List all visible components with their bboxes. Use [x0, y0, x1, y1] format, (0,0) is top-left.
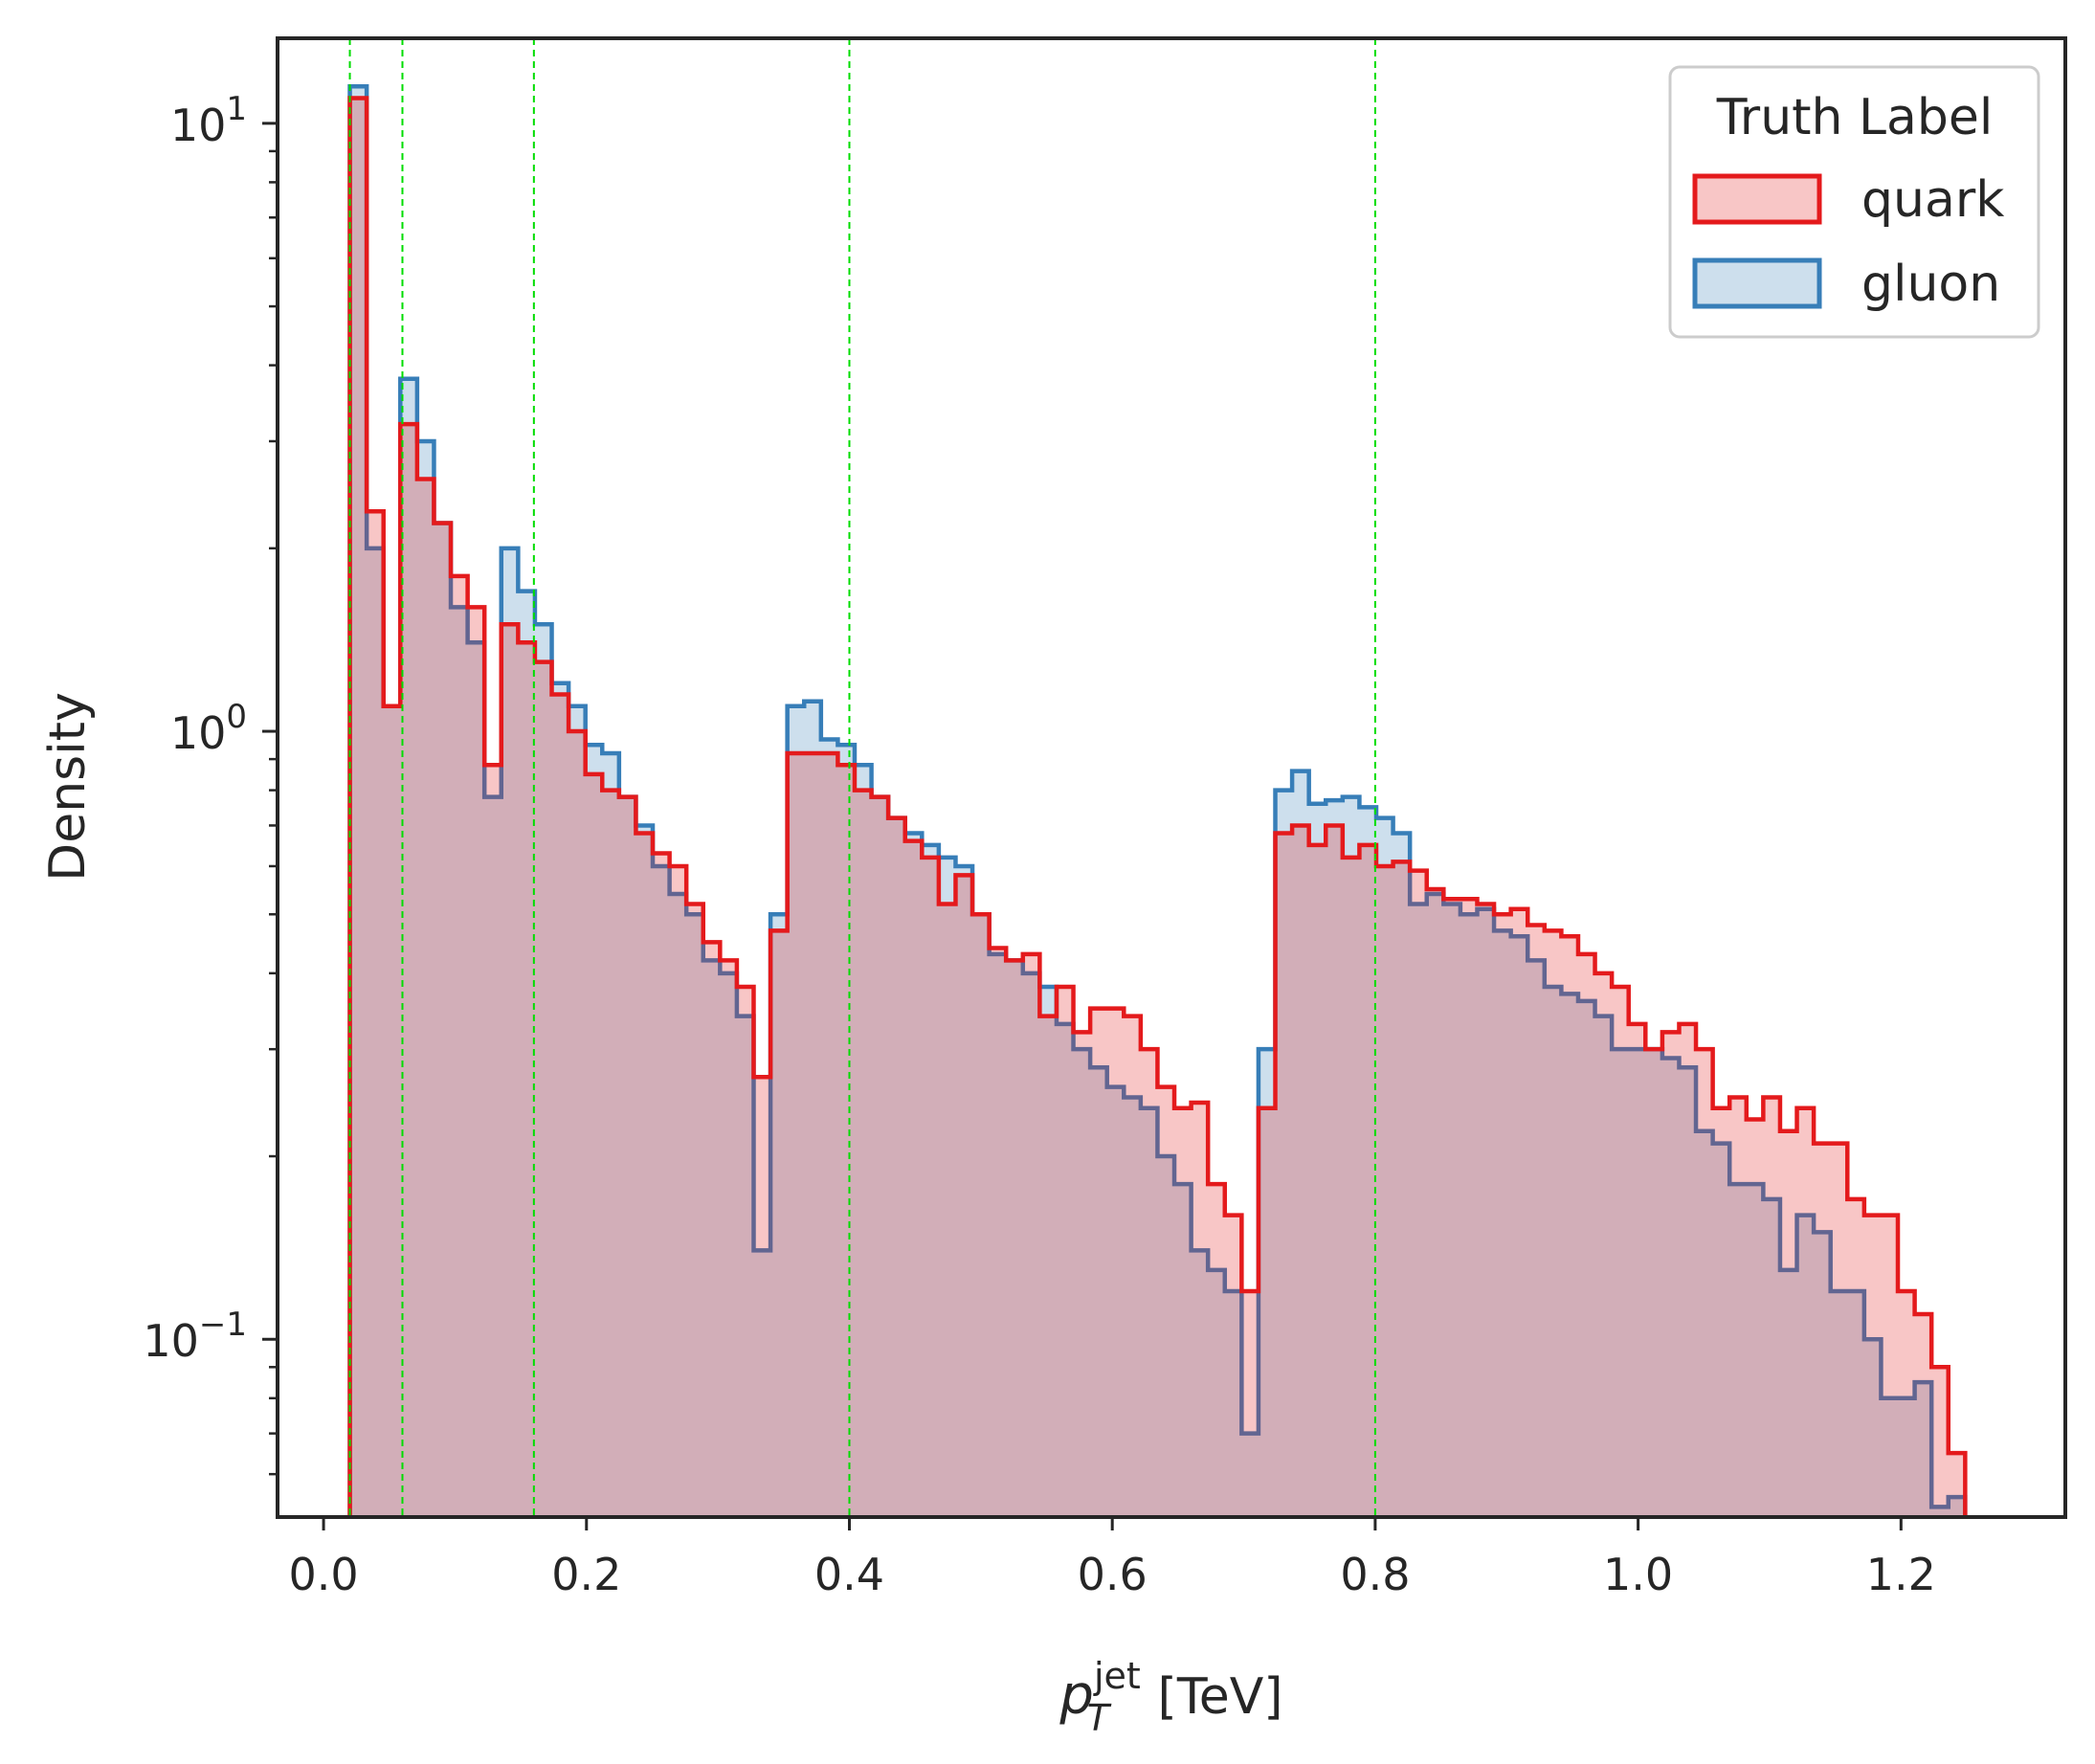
- y-tick-label: 10−1: [143, 1306, 247, 1367]
- x-tick-label: 0.6: [1078, 1549, 1148, 1600]
- x-tick-label: 0.8: [1340, 1549, 1410, 1600]
- x-axis-title-subscript: T: [1087, 1697, 1112, 1739]
- y-tick-label: 101: [170, 90, 247, 151]
- x-axis: 0.0 0.2 0.4 0.6 0.8 1.0 1.2: [288, 1517, 1936, 1600]
- legend-box: [1668, 65, 2040, 339]
- series-layer: [347, 84, 1968, 1517]
- reference-lines: [348, 38, 1376, 1517]
- histogram-fill-quark: [349, 98, 1966, 1517]
- x-axis-title-base: p: [1059, 1664, 1094, 1727]
- x-tick-label: 1.2: [1866, 1549, 1936, 1600]
- legend-swatch-quark: [1692, 173, 1822, 225]
- legend-title: Truth Label: [1716, 89, 1994, 146]
- x-tick-label: 0.0: [288, 1549, 358, 1600]
- series-gluon: [347, 84, 1968, 1517]
- legend: Truth Label quark gluon: [1668, 65, 2040, 339]
- legend-swatch-gluon: [1692, 257, 1822, 309]
- x-axis-title-superscript: jet: [1093, 1655, 1141, 1697]
- x-tick-label: 0.2: [551, 1549, 621, 1600]
- histogram-line-quark: [347, 96, 1968, 1517]
- legend-label-quark: quark: [1861, 171, 2004, 229]
- series-quark: [347, 96, 1968, 1517]
- histogram-line-gluon: [347, 84, 1968, 1517]
- x-axis-title-unit: [TeV]: [1142, 1668, 1283, 1726]
- x-tick-label: 0.4: [814, 1549, 884, 1600]
- plot-frame: [276, 36, 2067, 1519]
- y-axis: 10−1 100 101: [143, 90, 278, 1476]
- y-axis-title: Density: [39, 692, 97, 882]
- legend-label-gluon: gluon: [1861, 256, 2000, 313]
- y-tick-label: 100: [170, 698, 247, 759]
- x-tick-label: 1.0: [1603, 1549, 1673, 1600]
- x-axis-title: pjet T [TeV]: [1059, 1655, 1282, 1739]
